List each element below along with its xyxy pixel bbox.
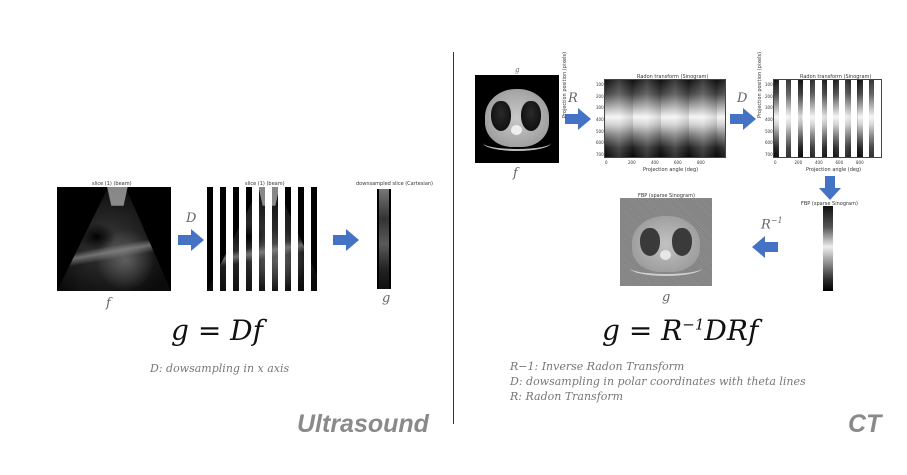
us-var-f: f [106,296,111,311]
sino2-xlabel: Projection angle (deg) [806,167,862,173]
ultrasound-mask-stripe [238,187,246,291]
ct-var-f: f [513,166,518,181]
ultrasound-section-title: Ultrasound [297,410,429,438]
arrow-right-icon [333,229,359,251]
sinogram-mask-stripe [874,80,881,157]
y-tick-label: 100 [596,82,604,87]
y-tick-label: 200 [596,93,604,99]
us-img3-caption: downsampled slice (Cartesian) [356,181,434,187]
sinogram-mask-stripe [850,80,858,157]
ct-note-3: R: Radon Transform [510,390,624,403]
sino2-axes [773,79,882,158]
sparse-title: FBP (sparse Sinogram) [801,201,858,207]
fbp-reconstruction-image [620,198,712,286]
ct-op-rinv-base: R [761,217,771,233]
ultrasound-mask-stripe [212,187,220,291]
x-tick-label: 400 [651,160,659,165]
sinogram-mask-stripe [815,80,822,157]
y-tick-label: 400 [765,117,773,122]
sinogram-mask-stripe [803,80,810,157]
ct-equation: g = R−1DRf [602,314,758,347]
arrow-right-icon [565,108,591,130]
sino1-title: Radon transform (Sinogram) [637,74,709,80]
sino2-ylabel: Projection position (pixels) [757,51,763,118]
x-tick-label: 800 [697,160,705,165]
ultrasound-mask-stripe [290,187,298,291]
y-tick-label: 700 [765,152,773,157]
us-img1-caption: slice (1) (beam) [92,181,132,187]
sino1-ylabel: Projection position (pixels) [562,51,568,118]
arrow-left-icon [752,236,778,258]
ct-var-g-top: g [515,66,520,74]
arrow-down-icon [819,176,841,200]
ultrasound-mask-stripe [303,187,311,291]
y-tick-label: 600 [596,140,604,146]
ultrasound-downsampled-striped [207,187,324,291]
ultrasound-mask-stripe [277,187,285,291]
ct-op-rinv-exp: −1 [770,216,783,225]
sino1-xlabel: Projection angle (deg) [643,167,699,173]
ct-var-g-bottom: g [662,290,671,305]
x-tick-label: 200 [794,160,803,165]
ultrasound-image [57,187,171,291]
x-tick-label: 200 [628,160,636,165]
y-tick-label: 500 [765,128,773,134]
y-tick-label: 100 [765,82,773,87]
x-tick-label: 800 [856,160,864,165]
sinogram-mask-stripe [791,80,798,157]
ct-note-1: R−1: Inverse Radon Transform [510,360,685,373]
section-divider [453,52,454,424]
ct-eq-exp: −1 [682,315,705,334]
sinogram-mask-stripe [838,80,846,157]
y-tick-label: 600 [765,140,773,146]
y-tick-label: 400 [596,117,604,122]
ct-op-r: R [568,91,578,106]
y-tick-label: 200 [765,93,773,99]
ultrasound-mask-stripe [225,187,233,291]
fbp-title: FBP (sparse Sinogram) [638,193,695,199]
sinogram-mask-stripe [826,80,834,157]
ct-op-rinv: R−1 [761,216,783,232]
x-tick-label: 400 [815,160,823,165]
sinogram-mask-stripe [779,80,786,157]
ultrasound-mask-stripe [264,187,272,291]
ultrasound-mask-stripe [251,187,259,291]
arrow-right-icon [730,108,756,130]
sinogram-mask-stripe [862,80,870,157]
y-tick-label: 300 [765,105,773,111]
ct-op-d: D [737,91,748,106]
y-tick-label: 700 [596,152,604,157]
ct-note-2: D: dowsampling in polar coordinates with… [510,375,806,388]
sino2-title: Radon transform (Sinogram) [800,74,872,80]
ultrasound-compressed-image [377,189,391,289]
sinogram-full [605,80,725,157]
us-equation: g = Df [171,314,263,347]
us-note: D: dowsampling in x axis [150,362,290,375]
ct-slice-image [475,75,559,163]
arrow-right-icon [178,229,204,251]
us-var-g: g [382,291,391,306]
ct-section-title: CT [848,410,882,438]
sparse-sinogram-column [823,206,833,291]
y-tick-label: 300 [596,105,604,111]
x-tick-label: 0 [774,160,777,165]
ct-eq-rhs: DRf [704,314,759,347]
sinogram-sparse-striped [774,80,881,157]
x-tick-label: 600 [835,160,844,165]
x-tick-label: 600 [674,160,682,165]
us-img2-caption: slice (1) (beam) [245,181,285,187]
ultrasound-mask-stripe [316,187,324,291]
ct-eq-lhs: g = R [602,314,683,347]
x-tick-label: 0 [605,160,608,165]
us-op-d: D [186,211,197,226]
y-tick-label: 500 [596,128,604,134]
sino1-axes [604,79,726,158]
